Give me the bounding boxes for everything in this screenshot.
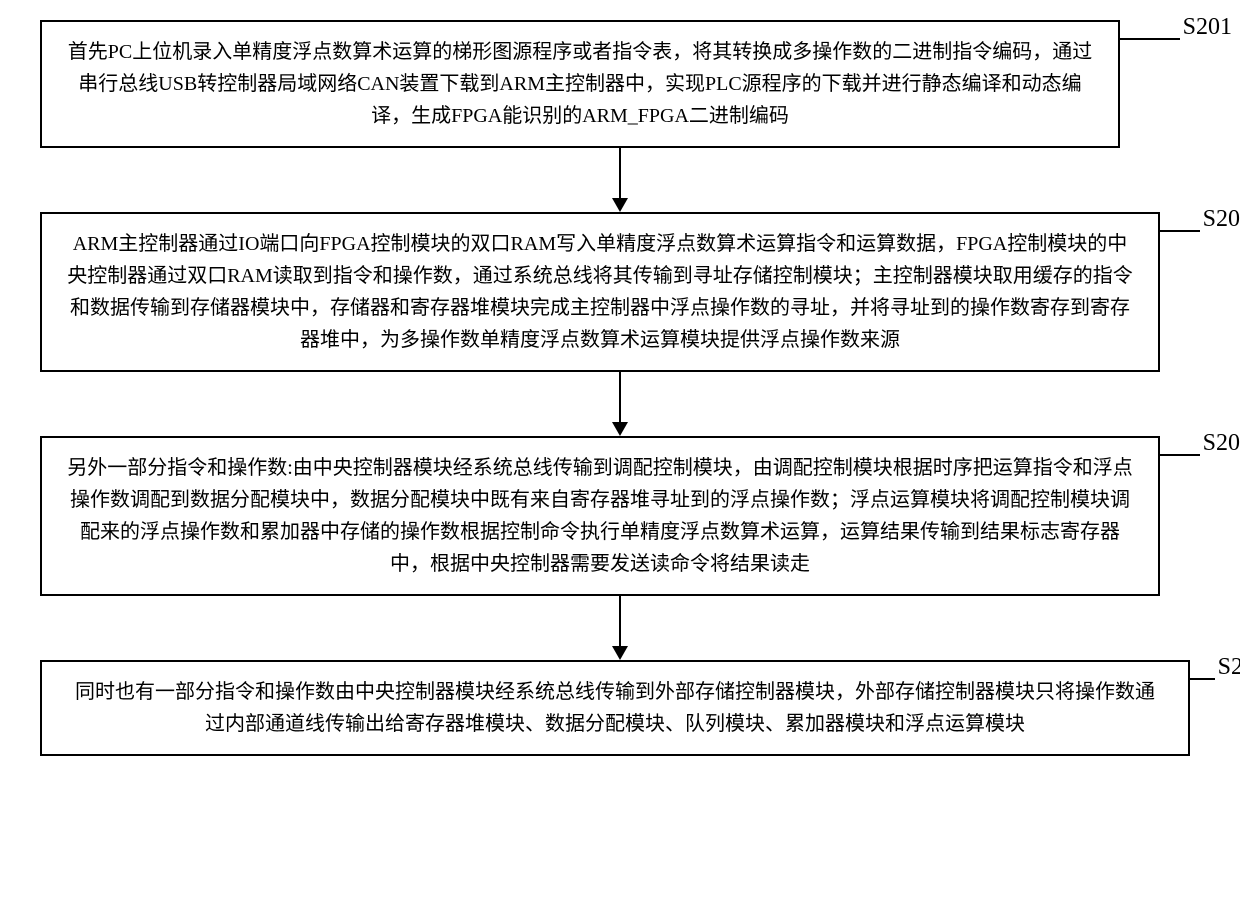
step-s203-container: 另外一部分指令和操作数:由中央控制器模块经系统总线传输到调配控制模块，由调配控制…: [40, 436, 1200, 596]
step-s204-label: S204: [1218, 654, 1240, 681]
arrow-1: [612, 148, 628, 212]
step-s202-connector: [1160, 230, 1200, 232]
step-s202-text: ARM主控制器通过IO端口向FPGA控制模块的双口RAM写入单精度浮点数算术运算…: [67, 233, 1133, 351]
step-s203-box: 另外一部分指令和操作数:由中央控制器模块经系统总线传输到调配控制模块，由调配控制…: [40, 436, 1160, 596]
step-s204-connector: [1190, 678, 1215, 680]
step-s202-label: S202: [1203, 206, 1240, 233]
step-s202-box: ARM主控制器通过IO端口向FPGA控制模块的双口RAM写入单精度浮点数算术运算…: [40, 212, 1160, 372]
step-s203-connector: [1160, 454, 1200, 456]
step-s203-label: S203: [1203, 430, 1240, 457]
step-s203-text: 另外一部分指令和操作数:由中央控制器模块经系统总线传输到调配控制模块，由调配控制…: [67, 457, 1133, 575]
step-s201-box: 首先PC上位机录入单精度浮点数算术运算的梯形图源程序或者指令表，将其转换成多操作…: [40, 20, 1120, 148]
step-s202-container: ARM主控制器通过IO端口向FPGA控制模块的双口RAM写入单精度浮点数算术运算…: [40, 212, 1200, 372]
step-s204-container: 同时也有一部分指令和操作数由中央控制器模块经系统总线传输到外部存储控制器模块，外…: [40, 660, 1200, 756]
arrow-2: [612, 372, 628, 436]
step-s201-text: 首先PC上位机录入单精度浮点数算术运算的梯形图源程序或者指令表，将其转换成多操作…: [68, 41, 1092, 127]
step-s201-label: S201: [1183, 14, 1232, 41]
step-s201-connector: [1120, 38, 1180, 40]
step-s204-box: 同时也有一部分指令和操作数由中央控制器模块经系统总线传输到外部存储控制器模块，外…: [40, 660, 1190, 756]
step-s201-container: 首先PC上位机录入单精度浮点数算术运算的梯形图源程序或者指令表，将其转换成多操作…: [40, 20, 1200, 148]
arrow-3: [612, 596, 628, 660]
step-s204-text: 同时也有一部分指令和操作数由中央控制器模块经系统总线传输到外部存储控制器模块，外…: [75, 681, 1155, 735]
flowchart-container: 首先PC上位机录入单精度浮点数算术运算的梯形图源程序或者指令表，将其转换成多操作…: [40, 20, 1200, 756]
